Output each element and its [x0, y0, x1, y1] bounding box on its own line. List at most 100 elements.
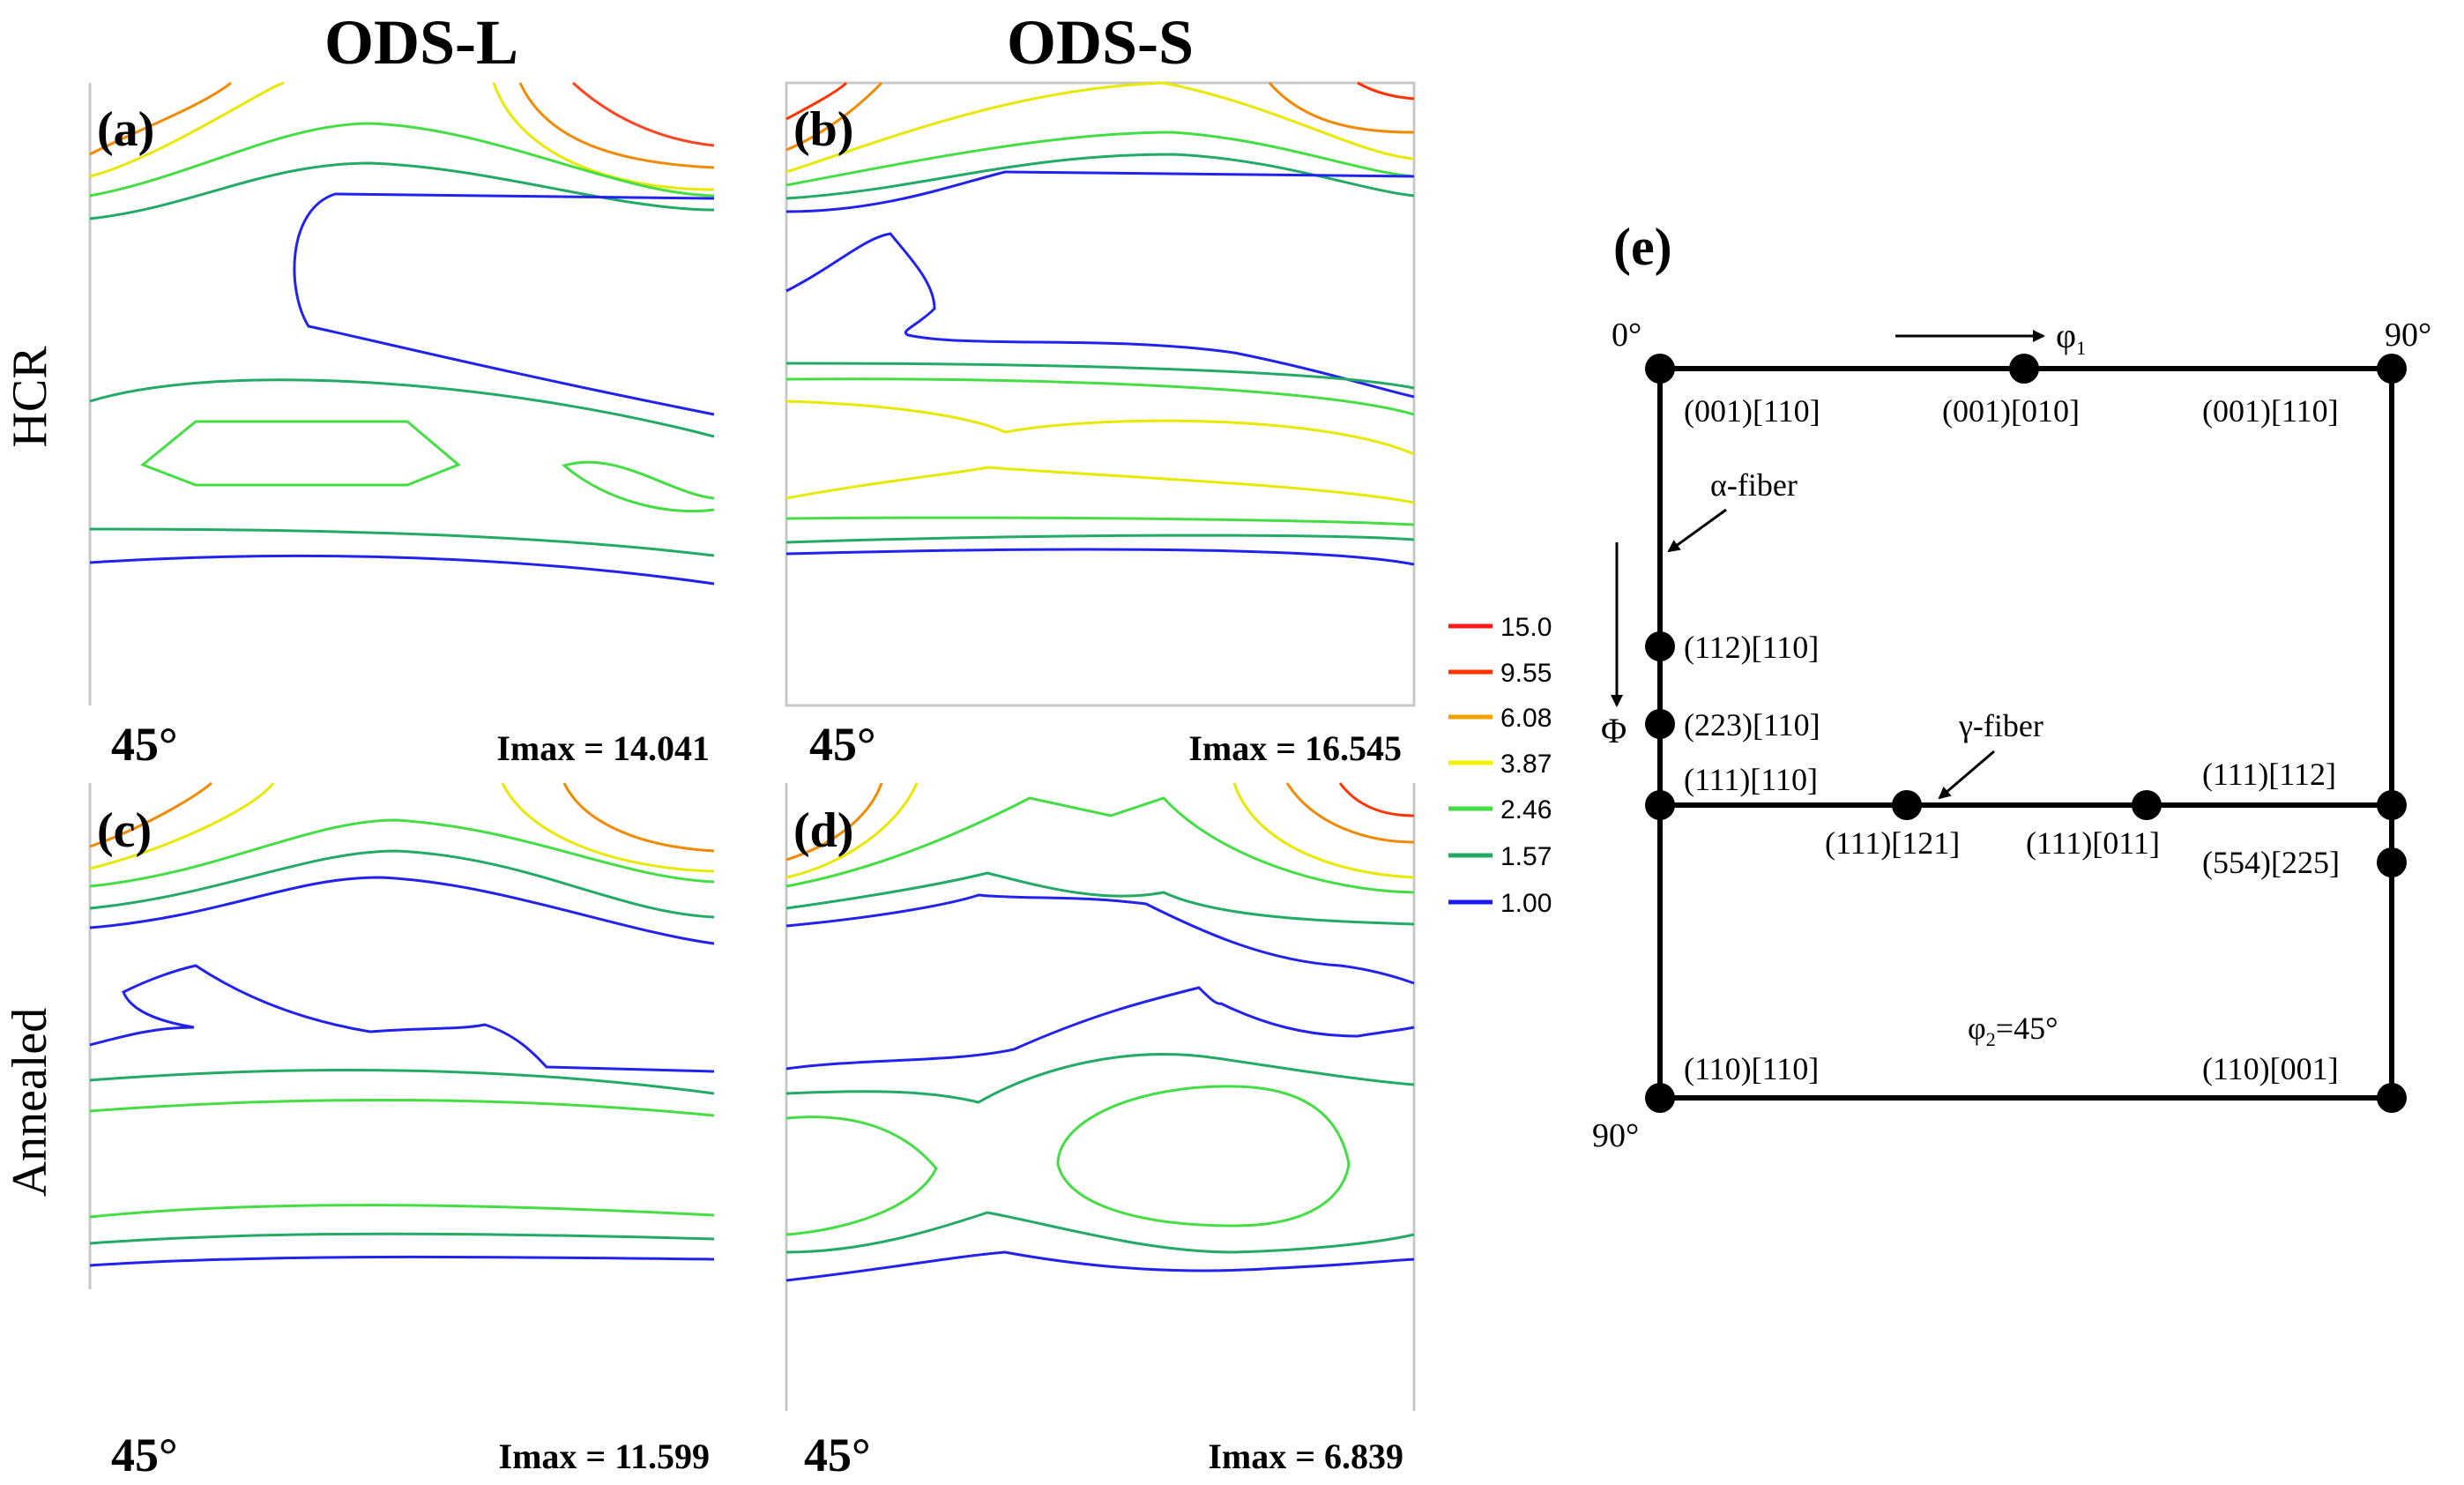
- contour-b-teal-low: [785, 534, 1415, 544]
- contour-c-teal-low: [89, 1232, 715, 1245]
- contour-d-green-1: [785, 796, 1415, 894]
- contour-b-red: [785, 81, 848, 121]
- orientation-label-110-001: (110)[001]: [2202, 1051, 2339, 1086]
- contour-b-green-3: [785, 362, 1415, 390]
- phi2-subscript: 2: [1986, 1028, 1996, 1050]
- alpha-fiber-arrow: [1667, 508, 1727, 553]
- contour-d-green-3: [785, 1053, 1415, 1104]
- legend-label-15: 15.0: [1500, 613, 1552, 642]
- contour-c-orange: [89, 781, 212, 848]
- contour-d-yellow: [785, 782, 919, 879]
- contour-c-blue-low: [89, 1255, 715, 1267]
- contour-a-teal-low: [89, 527, 715, 557]
- contour-c-green-2: [89, 849, 715, 919]
- odf-panel-b: (b) 45° Imax = 16.545: [785, 81, 1416, 771]
- gamma-fiber-label: γ-fiber: [1958, 708, 2043, 743]
- orientation-dot-111-121: [1892, 790, 1922, 820]
- contour-a-blue-1: [293, 192, 715, 416]
- contour-c-green-4: [89, 1099, 715, 1117]
- contour-d-orange: [785, 782, 883, 862]
- orientation-label-001-110-left: (001)[110]: [1684, 393, 1820, 429]
- contour-d-blue-low: [785, 1250, 1415, 1282]
- contour-b-blue-2: [785, 232, 1415, 399]
- contour-c-green-1: [89, 818, 715, 888]
- odf-key-schematic: (e) 0° 90° 90° φ1 Φ α-fiber γ-fiber φ2=4…: [1592, 218, 2431, 1154]
- orientation-dot-112-110: [1645, 631, 1675, 661]
- contour-a-red: [571, 81, 715, 147]
- orientation-dot-110-001: [2377, 1083, 2407, 1113]
- panel-a-label: (a): [97, 102, 154, 157]
- panel-a-angle: 45°: [111, 718, 178, 771]
- panel-c-angle: 45°: [111, 1429, 178, 1481]
- legend-label-3-87: 3.87: [1500, 750, 1552, 779]
- phi1-symbol: φ: [2056, 316, 2076, 355]
- odf-panel-d: (d) 45° Imax = 6.839: [785, 782, 1416, 1481]
- panel-c-imax: Imax = 11.599: [499, 1436, 710, 1476]
- contour-b-green-1: [785, 131, 1415, 187]
- orientation-dot-001-010: [2009, 354, 2039, 384]
- contour-d-teal-low: [785, 1211, 1415, 1254]
- orientation-label-111-110: (111)[110]: [1684, 762, 1818, 797]
- contour-c-blue-1: [89, 876, 715, 945]
- contour-b-yellow-2: [785, 399, 1415, 456]
- orientation-label-001-110-right: (001)[110]: [2202, 393, 2339, 429]
- contour-d-blue-2: [785, 986, 1415, 1071]
- orientation-label-112-110: (112)[110]: [1684, 630, 1819, 665]
- contour-d-green-2: [785, 871, 1415, 926]
- panel-c-label: (c): [97, 803, 152, 858]
- alpha-fiber-label: α-fiber: [1710, 467, 1798, 503]
- contour-a-green-3: [89, 378, 715, 438]
- contour-a-green-right: [561, 460, 715, 513]
- contour-d-green-ellipse: [1056, 1085, 1351, 1228]
- contour-a-orange-right: [518, 82, 715, 169]
- phi2-value: =45°: [1996, 1011, 2058, 1046]
- contour-b-orange: [785, 81, 883, 152]
- orientation-dot-223-110: [1645, 709, 1675, 739]
- legend-label-1-00: 1.00: [1500, 889, 1552, 918]
- contour-d-green-left-loop: [785, 1116, 938, 1236]
- orientation-label-111-011: (111)[011]: [2026, 825, 2160, 861]
- Phi-label: Φ: [1601, 711, 1627, 750]
- contour-c-green-5: [89, 1204, 715, 1219]
- legend-label-1-57: 1.57: [1500, 842, 1552, 871]
- orientation-label-111-121: (111)[121]: [1825, 825, 1960, 861]
- contour-a-green-2: [89, 161, 715, 220]
- contour-b-blue-low: [785, 548, 1415, 566]
- phi2-label: φ2=45°: [1968, 1011, 2058, 1050]
- odf-panel-a: (a) 45° Imax = 14.041: [88, 81, 715, 771]
- contour-d-red-right: [1338, 782, 1415, 817]
- column-title-ods-l: ODS-L: [324, 7, 518, 78]
- contour-b-red-right: [1357, 81, 1415, 101]
- contour-b-green-4: [785, 377, 1415, 416]
- orientation-label-110-110: (110)[110]: [1684, 1051, 1819, 1086]
- corner-label-90-top: 90°: [2385, 317, 2431, 354]
- orientation-dot-111-110: [1645, 790, 1675, 820]
- contour-a-green-loop: [140, 420, 461, 487]
- contour-c-yellow-right: [501, 782, 715, 873]
- contour-c-green-3: [89, 1069, 715, 1095]
- column-title-ods-s: ODS-S: [1007, 7, 1194, 78]
- contour-a-orange: [89, 81, 232, 156]
- orientation-dot-001-110-right: [2377, 354, 2407, 384]
- legend-label-9-55: 9.55: [1500, 659, 1552, 688]
- phi1-label: φ1: [2056, 316, 2086, 359]
- corner-label-0: 0°: [1612, 317, 1641, 354]
- contour-c-yellow: [89, 782, 275, 870]
- odf-panel-c: (c) 45° Imax = 11.599: [88, 781, 715, 1481]
- contour-a-yellow-right: [492, 82, 715, 191]
- contour-b-orange-right: [1268, 82, 1415, 134]
- panel-b-label: (b): [793, 102, 853, 157]
- orientation-label-554-225: (554)[225]: [2202, 845, 2340, 880]
- gamma-fiber-arrow: [1938, 750, 1995, 800]
- panel-e-label: (e): [1613, 218, 1672, 276]
- orientation-label-111-112: (111)[112]: [2202, 757, 2336, 792]
- orientation-label-001-010: (001)[010]: [1942, 393, 2080, 429]
- orientation-dot-110-110: [1645, 1083, 1675, 1113]
- orientation-label-223-110: (223)[110]: [1684, 707, 1820, 742]
- panel-b-imax: Imax = 16.545: [1188, 728, 1402, 768]
- corner-label-90-bottom: 90°: [1592, 1117, 1639, 1154]
- phi2-symbol: φ: [1968, 1011, 1986, 1046]
- contour-b-green-2: [785, 153, 1415, 200]
- contour-d-blue-1: [785, 893, 1415, 985]
- contour-d-orange-right: [1285, 782, 1415, 844]
